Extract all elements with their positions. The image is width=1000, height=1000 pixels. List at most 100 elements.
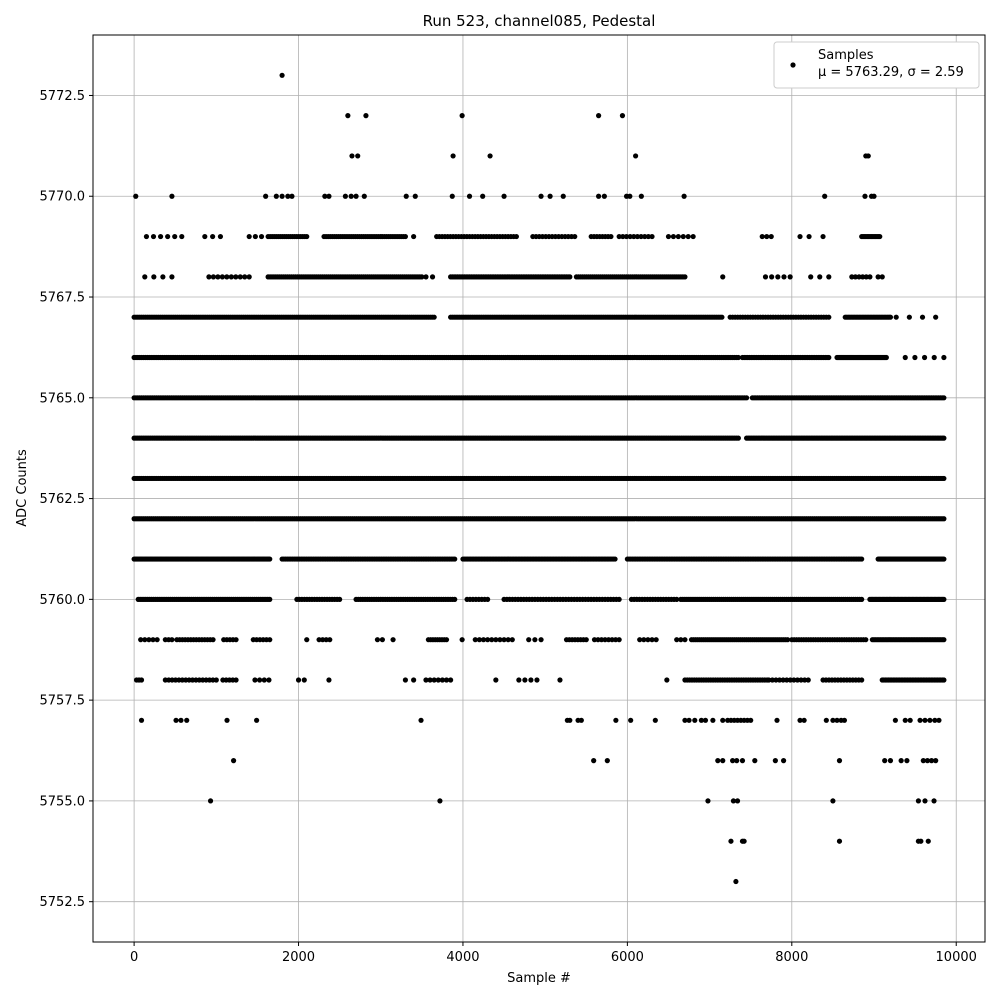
- data-point: [237, 274, 243, 280]
- data-point: [448, 677, 454, 683]
- legend-marker: [790, 62, 796, 68]
- data-point: [698, 717, 704, 723]
- data-point: [801, 717, 807, 723]
- data-point: [215, 274, 221, 280]
- data-point: [246, 274, 252, 280]
- data-point: [797, 717, 803, 723]
- data-point: [295, 677, 302, 683]
- data-point: [871, 193, 877, 199]
- data-point: [715, 758, 721, 764]
- data-point: [169, 274, 175, 280]
- data-point: [682, 274, 688, 280]
- data-point: [638, 193, 644, 199]
- data-point: [649, 233, 655, 240]
- data-point: [720, 274, 726, 280]
- data-point: [254, 717, 260, 723]
- data-point: [143, 233, 150, 240]
- data-point: [826, 354, 832, 361]
- data-point: [304, 637, 310, 643]
- data-point: [316, 637, 322, 643]
- data-point: [867, 274, 873, 280]
- data-point: [907, 717, 913, 723]
- data-point: [633, 153, 639, 159]
- data-point: [830, 798, 836, 804]
- data-point: [784, 677, 790, 683]
- data-point: [638, 233, 644, 240]
- data-point: [363, 113, 369, 119]
- data-point: [501, 193, 507, 199]
- data-point: [246, 233, 252, 240]
- chart-title: Run 523, channel085, Pedestal: [423, 12, 656, 30]
- data-point: [528, 677, 534, 683]
- data-point: [263, 193, 269, 199]
- data-point: [734, 758, 740, 764]
- data-point: [591, 758, 597, 764]
- data-point: [178, 717, 184, 723]
- data-point: [918, 838, 924, 844]
- data-point: [179, 233, 185, 240]
- y-tick-label: 5757.5: [40, 694, 86, 709]
- data-point: [841, 717, 848, 723]
- data-point: [532, 637, 538, 643]
- data-point: [342, 193, 348, 199]
- data-point: [526, 637, 532, 643]
- data-point: [616, 596, 622, 602]
- data-point: [904, 758, 910, 764]
- data-point: [355, 153, 361, 159]
- data-point: [720, 758, 726, 764]
- data-point: [224, 717, 230, 723]
- y-tick-label: 5772.5: [40, 89, 86, 104]
- data-point: [493, 677, 499, 683]
- data-point: [604, 758, 610, 764]
- data-point: [898, 758, 904, 764]
- data-point: [411, 233, 417, 240]
- data-point: [776, 677, 783, 683]
- data-point: [431, 314, 437, 320]
- data-point: [418, 717, 424, 723]
- data-point: [443, 677, 450, 683]
- y-tick-label: 5760.0: [40, 593, 86, 608]
- data-point: [922, 717, 928, 723]
- data-point: [917, 717, 923, 723]
- data-point: [202, 233, 208, 240]
- data-point: [685, 233, 691, 240]
- data-point: [489, 637, 495, 643]
- data-point: [772, 758, 778, 764]
- data-point: [628, 717, 634, 723]
- data-point: [138, 677, 145, 683]
- data-point: [719, 314, 725, 320]
- data-point: [402, 233, 409, 240]
- data-point: [692, 717, 698, 723]
- data-point: [780, 758, 787, 764]
- data-point: [806, 233, 812, 240]
- data-point: [862, 193, 868, 199]
- data-point: [233, 274, 239, 280]
- data-point: [748, 717, 754, 723]
- data-point: [169, 193, 175, 199]
- data-point: [419, 274, 425, 280]
- data-point: [349, 153, 355, 159]
- data-point: [735, 435, 741, 441]
- data-point: [865, 153, 871, 159]
- data-point: [932, 717, 938, 723]
- x-tick-label: 8000: [775, 950, 808, 965]
- data-point: [619, 113, 626, 119]
- data-point: [924, 758, 931, 764]
- data-point: [887, 314, 894, 320]
- data-point: [743, 395, 750, 401]
- data-point: [165, 233, 171, 240]
- data-point: [142, 637, 148, 643]
- data-point: [431, 677, 437, 683]
- data-point: [902, 354, 908, 361]
- y-tick-label: 5765.0: [40, 391, 86, 406]
- data-point: [859, 556, 865, 562]
- data-point: [379, 637, 385, 643]
- data-point: [798, 677, 804, 683]
- y-tick-label: 5770.0: [40, 190, 86, 205]
- data-point: [797, 233, 803, 240]
- data-point: [686, 717, 692, 723]
- legend-box: [773, 41, 980, 89]
- data-point: [304, 233, 310, 240]
- data-point: [741, 838, 747, 844]
